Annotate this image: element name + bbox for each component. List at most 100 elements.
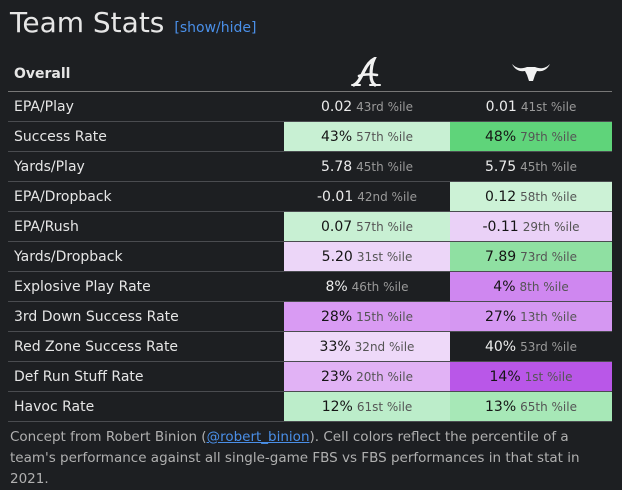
percentile-label: 13th %ile bbox=[520, 309, 577, 324]
page-title: Team Stats bbox=[10, 6, 165, 39]
percentile-label: 65th %ile bbox=[520, 399, 577, 414]
table-row: Explosive Play Rate 8% 46th %ile 4% 8th %ile bbox=[8, 271, 612, 302]
stat-name: EPA/Rush bbox=[8, 211, 284, 242]
stat-name: EPA/Dropback bbox=[8, 181, 284, 212]
table-row: Success Rate 43% 57th %ile 48% 79th %ile bbox=[8, 121, 612, 152]
percentile-label: 43rd %ile bbox=[356, 99, 414, 114]
table-row: EPA/Dropback -0.01 42nd %ile 0.12 58th %ile bbox=[8, 181, 612, 212]
stat-name: EPA/Play bbox=[8, 91, 284, 122]
alabama-stat-cell: 0.02 43rd %ile bbox=[284, 91, 450, 122]
texas-stat-cell: 0.01 41st %ile bbox=[450, 91, 612, 122]
percentile-label: 32nd %ile bbox=[354, 339, 415, 354]
stat-value: 33% bbox=[319, 338, 351, 355]
stat-value: 5.78 bbox=[320, 158, 353, 175]
stat-value: -0.01 bbox=[317, 188, 354, 205]
stat-value: 0.12 bbox=[484, 188, 517, 205]
stat-value: 0.01 bbox=[485, 98, 517, 115]
stat-name: Success Rate bbox=[8, 121, 284, 152]
texas-stat-cell: 13% 65th %ile bbox=[450, 391, 612, 422]
alabama-logo-icon bbox=[284, 55, 450, 92]
texas-stat-cell: -0.11 29th %ile bbox=[450, 211, 612, 242]
stat-name: Yards/Dropback bbox=[8, 241, 284, 272]
alabama-stat-cell: -0.01 42nd %ile bbox=[284, 181, 450, 212]
stat-name: Havoc Rate bbox=[8, 391, 284, 422]
alabama-stat-cell: 5.20 31st %ile bbox=[284, 241, 450, 272]
table-header: Overall bbox=[8, 55, 612, 92]
alabama-stat-cell: 28% 15th %ile bbox=[284, 301, 450, 332]
table-row: Havoc Rate 12% 61st %ile 13% 65th %ile bbox=[8, 391, 612, 422]
percentile-label: 29th %ile bbox=[522, 219, 580, 234]
texas-stat-cell: 5.75 45th %ile bbox=[450, 151, 612, 182]
stat-value: 23% bbox=[321, 368, 353, 385]
percentile-label: 15th %ile bbox=[356, 309, 413, 324]
stat-value: 12% bbox=[321, 398, 353, 415]
texas-stat-cell: 7.89 73rd %ile bbox=[450, 241, 612, 272]
stat-value: 4% bbox=[493, 278, 516, 295]
stat-value: 13% bbox=[485, 398, 517, 415]
table-row: EPA/Play 0.02 43rd %ile 0.01 41st %ile bbox=[8, 91, 612, 122]
alabama-stat-cell: 8% 46th %ile bbox=[284, 271, 450, 302]
percentile-label: 57th %ile bbox=[356, 129, 413, 144]
percentile-label: 73rd %ile bbox=[520, 249, 578, 264]
stat-value: 48% bbox=[485, 128, 517, 145]
show-hide-toggle[interactable]: [show/hide] bbox=[174, 20, 257, 36]
alabama-stat-cell: 33% 32nd %ile bbox=[284, 331, 450, 362]
stat-value: 7.89 bbox=[484, 248, 517, 265]
texas-stat-cell: 4% 8th %ile bbox=[450, 271, 612, 302]
stat-value: 5.20 bbox=[321, 248, 353, 265]
percentile-label: 20th %ile bbox=[356, 369, 413, 384]
stat-value: 28% bbox=[321, 308, 353, 325]
footnote: Concept from Robert Binion (@robert_bini… bbox=[10, 427, 614, 490]
stat-value: 5.75 bbox=[484, 158, 517, 175]
stat-value: 8% bbox=[325, 278, 348, 295]
footnote-text-2: ). Cell colors reflect the percentile of… bbox=[10, 429, 580, 487]
alabama-stat-cell: 12% 61st %ile bbox=[284, 391, 450, 422]
texas-stat-cell: 27% 13th %ile bbox=[450, 301, 612, 332]
percentile-label: 79th %ile bbox=[520, 129, 577, 144]
percentile-label: 31st %ile bbox=[356, 249, 413, 264]
percentile-label: 8th %ile bbox=[519, 279, 569, 294]
texas-stat-cell: 48% 79th %ile bbox=[450, 121, 612, 152]
percentile-label: 45th %ile bbox=[356, 159, 414, 174]
stat-value: 0.07 bbox=[320, 218, 353, 235]
stat-name: Red Zone Success Rate bbox=[8, 331, 284, 362]
table-row: Red Zone Success Rate 33% 32nd %ile 40% 53rd… bbox=[8, 331, 612, 362]
percentile-label: 1st %ile bbox=[524, 369, 573, 384]
table-row: Yards/Play 5.78 45th %ile 5.75 45th %ile bbox=[8, 151, 612, 182]
percentile-label: 53rd %ile bbox=[520, 339, 577, 354]
percentile-label: 46th %ile bbox=[351, 279, 409, 294]
stat-name: 3rd Down Success Rate bbox=[8, 301, 284, 332]
table-row: 3rd Down Success Rate 28% 15th %ile 27% 13th… bbox=[8, 301, 612, 332]
percentile-label: 61st %ile bbox=[356, 399, 413, 414]
alabama-stat-cell: 5.78 45th %ile bbox=[284, 151, 450, 182]
percentile-label: 42nd %ile bbox=[357, 189, 417, 204]
table-row: Def Run Stuff Rate 23% 20th %ile 14% 1st %il… bbox=[8, 361, 612, 392]
table-row: Yards/Dropback 5.20 31st %ile 7.89 73rd %ile bbox=[8, 241, 612, 272]
title-row: Team Stats [show/hide] bbox=[10, 6, 256, 46]
stat-name: Explosive Play Rate bbox=[8, 271, 284, 302]
texas-stat-cell: 0.12 58th %ile bbox=[450, 181, 612, 212]
texas-stat-cell: 40% 53rd %ile bbox=[450, 331, 612, 362]
footnote-text-1: Concept from Robert Binion ( bbox=[10, 429, 207, 445]
stat-value: 43% bbox=[321, 128, 353, 145]
stat-name: Yards/Play bbox=[8, 151, 284, 182]
texas-longhorn-icon bbox=[450, 57, 612, 92]
alabama-stat-cell: 0.07 57th %ile bbox=[284, 211, 450, 242]
stat-name: Def Run Stuff Rate bbox=[8, 361, 284, 392]
overall-header: Overall bbox=[8, 57, 284, 92]
alabama-stat-cell: 23% 20th %ile bbox=[284, 361, 450, 392]
percentile-label: 45th %ile bbox=[520, 159, 578, 174]
stat-value: 14% bbox=[489, 368, 521, 385]
percentile-label: 58th %ile bbox=[520, 189, 578, 204]
percentile-label: 41st %ile bbox=[520, 99, 577, 114]
stat-value: 27% bbox=[485, 308, 517, 325]
stat-value: 0.02 bbox=[320, 98, 353, 115]
stat-value: 40% bbox=[484, 338, 517, 355]
alabama-stat-cell: 43% 57th %ile bbox=[284, 121, 450, 152]
stats-table: Overall EPA/Play 0.02 43rd %ile 0.01 41st %i… bbox=[8, 55, 612, 422]
table-row: EPA/Rush 0.07 57th %ile -0.11 29th %ile bbox=[8, 211, 612, 242]
stat-value: -0.11 bbox=[482, 218, 519, 235]
author-link[interactable]: @robert_binion bbox=[206, 429, 310, 445]
texas-stat-cell: 14% 1st %ile bbox=[450, 361, 612, 392]
